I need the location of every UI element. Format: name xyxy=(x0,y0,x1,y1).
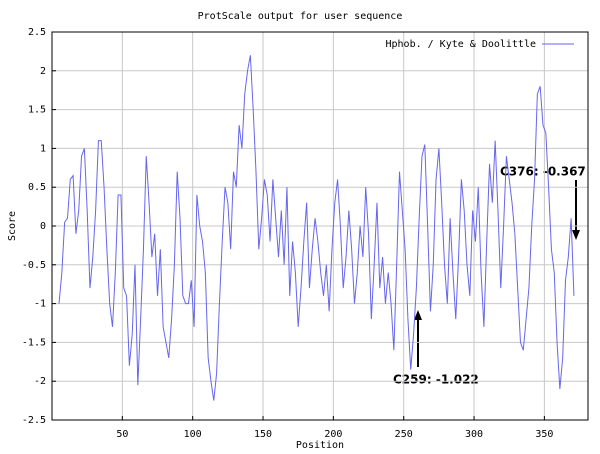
data-line xyxy=(58,55,575,401)
y-tick-label: -1 xyxy=(34,299,46,310)
plot-frame xyxy=(51,31,589,421)
x-tick-label: 250 xyxy=(395,429,413,440)
y-tick-label: -0.5 xyxy=(22,260,46,271)
y-axis-label: Score xyxy=(7,211,18,241)
annotation: C259: -1.022 xyxy=(393,373,479,387)
y-tick-label: 2.5 xyxy=(28,27,46,38)
x-tick-label: 150 xyxy=(254,429,272,440)
x-axis-label: Position xyxy=(296,440,344,451)
y-tick-label: 0 xyxy=(40,221,46,232)
x-tick-label: 300 xyxy=(465,429,483,440)
legend-label: Hphob. / Kyte & Doolittle xyxy=(385,39,536,50)
arrow-head xyxy=(414,310,422,320)
y-tick-label: 1 xyxy=(40,143,46,154)
y-tick-label: 2 xyxy=(40,66,46,77)
y-tick-label: -2 xyxy=(34,376,46,387)
x-tick-label: 200 xyxy=(324,429,342,440)
x-tick-label: 350 xyxy=(535,429,553,440)
annotation: C376: -0.367 xyxy=(500,165,586,179)
y-tick-label: 1.5 xyxy=(28,105,46,116)
x-tick-label: 50 xyxy=(116,429,128,440)
x-tick-label: 100 xyxy=(184,429,202,440)
y-tick-label: -2.5 xyxy=(22,415,46,426)
arrow-head xyxy=(572,230,580,240)
y-tick-label: 0.5 xyxy=(28,182,46,193)
y-tick-label: -1.5 xyxy=(22,337,46,348)
chart-title: ProtScale output for user sequence xyxy=(198,11,403,22)
